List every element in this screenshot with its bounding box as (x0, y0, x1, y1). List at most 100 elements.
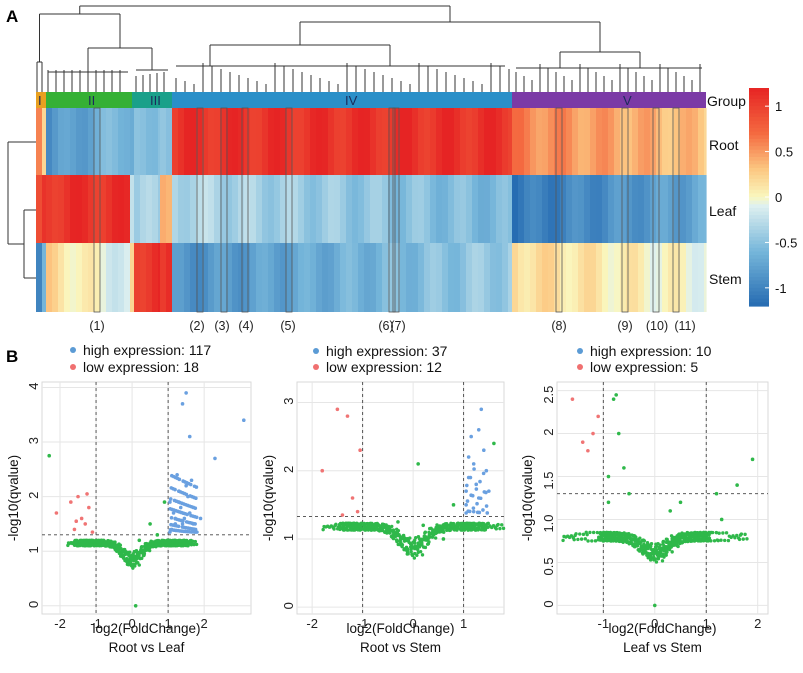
point-high (168, 497, 173, 501)
heatmap-cell-root (358, 108, 365, 175)
group-label-iii: III (150, 93, 161, 108)
colorbar-step (749, 164, 769, 169)
point-high (464, 503, 468, 507)
heatmap-cell-stem (554, 243, 561, 312)
point-ns (441, 537, 446, 541)
point-ns (640, 538, 644, 543)
x-axis-title: log2(FoldChange) (608, 621, 716, 636)
point-high (475, 510, 480, 515)
heatmap-cell-stem (82, 243, 89, 312)
heatmap-cell-root (100, 108, 107, 175)
point-ns (395, 529, 399, 534)
point-ns (386, 530, 390, 534)
point-ns (402, 539, 407, 543)
heatmap-cell-leaf (160, 175, 167, 243)
heatmap-cell-stem (536, 243, 543, 312)
point-high (181, 479, 185, 483)
heatmap-cell-leaf (118, 175, 125, 243)
point-ns (455, 526, 460, 531)
row-label-root: Root (709, 137, 739, 153)
heatmap-cell-stem (382, 243, 389, 312)
point-high (192, 484, 197, 489)
heatmap-cell-leaf (304, 175, 311, 243)
point-ns (724, 531, 729, 535)
point-ns (77, 539, 82, 544)
point-ns (585, 532, 589, 537)
point-ns (468, 521, 472, 526)
heatmap-cell-stem (70, 243, 77, 312)
point-ns (653, 557, 658, 561)
point-ns (480, 527, 484, 532)
heatmap-cell-root (322, 108, 329, 175)
heatmap-cell-leaf (370, 175, 377, 243)
colorbar-step (749, 98, 769, 104)
heatmap-cell-root (406, 108, 413, 175)
point-ns (451, 503, 456, 507)
point-ns (737, 537, 742, 542)
point-high (189, 513, 193, 518)
point-ns (175, 539, 179, 543)
point-ns (347, 521, 352, 525)
point-ns (611, 539, 616, 543)
heatmap-cell-root (146, 108, 153, 175)
heatmap-cell-stem (572, 243, 579, 312)
heatmap-cell-stem (184, 243, 191, 312)
heatmap-cell-stem (608, 243, 615, 312)
point-low (580, 440, 585, 444)
point-ns (93, 543, 97, 547)
colorbar-step (749, 266, 769, 271)
point-ns (632, 542, 637, 546)
heatmap-cell-root (460, 108, 467, 175)
point-ns (193, 539, 198, 544)
heatmap-cell-stem (76, 243, 83, 312)
heatmap-cell-stem (202, 243, 209, 312)
point-low (350, 496, 355, 500)
point-ns (649, 544, 653, 548)
colorbar-step (749, 204, 769, 209)
point-ns (333, 523, 337, 528)
y-tick-label: 1 (26, 546, 41, 553)
heatmap-cell-root (388, 108, 395, 175)
colorbar-step (749, 247, 769, 253)
point-ns (355, 521, 359, 526)
heatmap-cell-leaf (172, 175, 179, 243)
colorbar-step (749, 113, 769, 118)
heatmap-cell-root (626, 108, 633, 175)
heatmap-cell-leaf (548, 175, 555, 243)
heatmap-cell-leaf (364, 175, 371, 243)
heatmap-cell-root (70, 108, 77, 175)
heatmap-cell-root (490, 108, 497, 175)
cluster-box (241, 107, 249, 313)
heatmap-cell-root (560, 108, 567, 175)
heatmap-panel: I II III IV V Group Root Leaf Stem 10.50-0.5… (7, 5, 797, 333)
heatmap-cell-root (704, 108, 707, 175)
point-ns (474, 522, 478, 526)
point-high (169, 516, 174, 520)
heatmap-cell-stem (478, 243, 485, 312)
point-ns (417, 545, 422, 549)
heatmap-cell-stem (160, 243, 167, 312)
point-ns (656, 553, 661, 557)
colorbar-step (749, 131, 769, 136)
point-ns (156, 538, 161, 543)
point-high (185, 529, 190, 534)
point-ns (654, 560, 659, 564)
colorbar-step (749, 178, 769, 184)
point-ns (643, 546, 647, 550)
heatmap-cell-leaf (674, 175, 681, 243)
point-ns (735, 533, 739, 538)
point-ns (392, 530, 397, 535)
heatmap-cell-stem (370, 243, 377, 312)
heatmap-cell-leaf (466, 175, 473, 243)
colorbar-step (749, 211, 769, 216)
point-ns (622, 466, 626, 470)
point-low (72, 527, 77, 532)
y-tick-label: 1.5 (541, 472, 556, 490)
heatmap-cell-leaf (232, 175, 239, 243)
heatmap-cell-leaf (166, 175, 173, 243)
point-ns (431, 530, 435, 535)
point-ns (174, 543, 178, 547)
heatmap-cell-root (340, 108, 347, 175)
point-ns (117, 544, 122, 548)
